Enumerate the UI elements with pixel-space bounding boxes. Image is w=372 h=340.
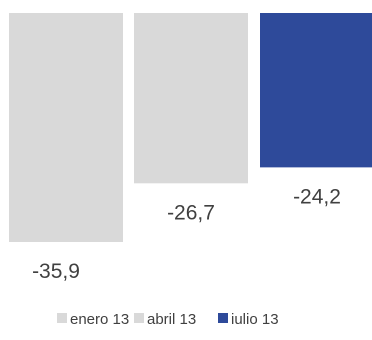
legend-swatch-3	[218, 313, 228, 323]
legend-label-1: enero 13	[70, 311, 129, 328]
legend-label-3: iulio 13	[231, 311, 279, 328]
data-labels-layer: -35,9 -26,7 -24,2	[32, 185, 341, 283]
legend: enero 13 abril 13 iulio 13	[57, 311, 279, 328]
bars-layer	[9, 13, 372, 242]
legend-swatch-1	[57, 313, 67, 323]
bar-1	[9, 13, 123, 242]
data-label-3: -24,2	[293, 185, 341, 208]
legend-swatch-2	[134, 313, 144, 323]
bar-2	[134, 13, 248, 184]
legend-label-2: abril 13	[147, 311, 196, 328]
data-label-1: -35,9	[32, 260, 80, 283]
bar-3	[260, 13, 372, 168]
data-label-2: -26,7	[167, 201, 215, 224]
